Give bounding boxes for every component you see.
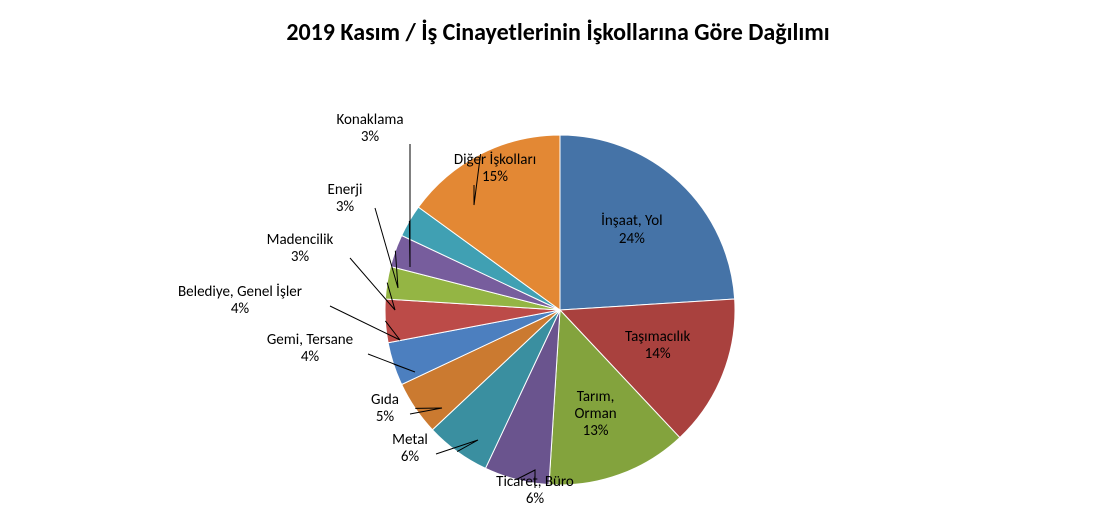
slice-label: Ticaret, Büro 6%	[465, 474, 605, 509]
pie-svg	[0, 0, 1116, 527]
slice-label: Madencilik 3%	[230, 232, 370, 267]
slice-label: Taşımacılık 14%	[598, 329, 718, 364]
pie-chart: İnşaat, Yol 24% Taşımacılık 14% Tarım, Orm…	[0, 0, 1116, 527]
slice-label: İnşaat, Yol 24%	[572, 213, 692, 248]
slice-label: Konaklama 3%	[300, 112, 440, 147]
slice-label: Belediye, Genel İşler 4%	[170, 284, 310, 319]
slice-label: Enerji 3%	[275, 182, 415, 217]
slice-label: Diğer İşkolları 15%	[425, 152, 565, 187]
slice-label: Gemi, Tersane 4%	[240, 332, 380, 367]
slice-label: Metal 6%	[340, 432, 480, 467]
slice-label: Tarım, Orman 13%	[536, 389, 656, 441]
leader-line	[375, 208, 398, 288]
slice-label: Gıda 5%	[315, 392, 455, 427]
